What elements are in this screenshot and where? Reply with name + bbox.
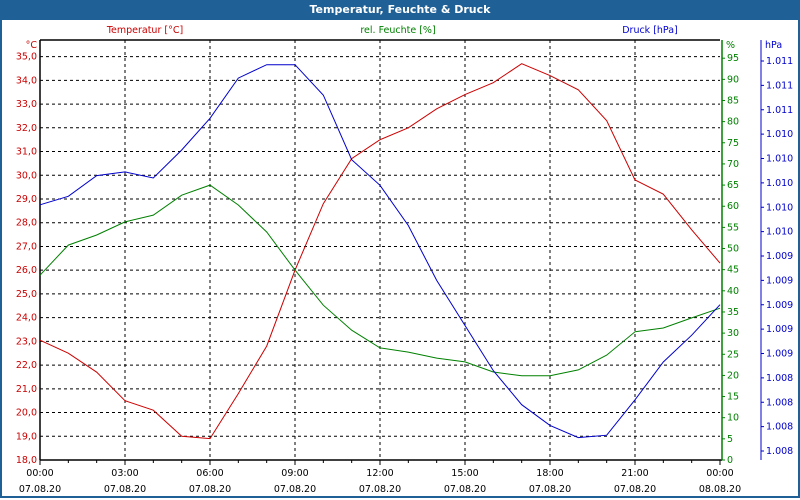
y-tick-label-humidity: 65 [727,180,739,191]
x-tick-date: 07.08.20 [19,484,61,495]
y-tick-label-humidity: 35 [727,307,739,318]
unit-label-humidity: % [726,40,735,51]
y-tick-label-temperature: 21,0 [16,384,37,395]
y-tick-label-temperature: 30,0 [16,170,37,181]
y-tick-label-humidity: 80 [727,117,739,128]
x-tick-date: 07.08.20 [614,484,656,495]
y-tick-label-humidity: 15 [727,392,739,403]
y-tick-label-pressure: 1.010 [766,202,793,213]
y-tick-label-temperature: 31,0 [16,147,37,158]
y-tick-label-pressure: 1.008 [766,446,793,457]
x-tick-date: 07.08.20 [189,484,231,495]
x-tick-time: 21:00 [621,468,648,479]
legend-label: rel. Feuchte [%] [360,25,435,36]
y-tick-label-humidity: 5 [727,434,733,445]
y-tick-label-humidity: 55 [727,222,739,233]
x-tick-time: 12:00 [366,468,393,479]
y-tick-label-pressure: 1.009 [766,324,793,335]
y-tick-label-pressure: 1.009 [766,275,793,286]
y-tick-label-temperature: 18,0 [16,455,37,466]
unit-label-pressure: hPa [765,40,782,51]
y-tick-label-temperature: 33,0 [16,99,37,110]
series-line-pressure [39,64,721,439]
y-tick-label-humidity: 0 [727,455,733,466]
y-tick-label-temperature: 35,0 [16,52,37,63]
y-tick-label-pressure: 1.009 [766,251,793,262]
y-tick-label-temperature: 29,0 [16,194,37,205]
x-tick-time: 09:00 [281,468,308,479]
y-tick-label-pressure: 1.011 [766,105,793,116]
x-tick-date: 08.08.20 [699,484,741,495]
y-tick-label-pressure: 1.008 [766,422,793,433]
y-tick-label-humidity: 25 [727,349,739,360]
y-tick-label-temperature: 32,0 [16,123,37,134]
y-tick-label-temperature: 27,0 [16,241,37,252]
y-tick-label-temperature: 26,0 [16,265,37,276]
y-tick-label-temperature: 24,0 [16,313,37,324]
x-tick-time: 00:00 [706,468,733,479]
y-tick-label-humidity: 30 [727,328,739,339]
y-tick-label-pressure: 1.010 [766,129,793,140]
y-tick-label-humidity: 10 [727,413,739,424]
y-tick-label-temperature: 34,0 [16,75,37,86]
y-tick-label-pressure: 1.010 [766,227,793,238]
x-tick-time: 15:00 [451,468,478,479]
series-line-humidity [39,184,721,377]
y-tick-label-pressure: 1.011 [766,56,793,67]
y-tick-label-humidity: 60 [727,201,739,212]
y-tick-label-pressure: 1.010 [766,178,793,189]
y-tick-label-pressure: 1.008 [766,373,793,384]
y-tick-label-humidity: 75 [727,138,739,149]
y-tick-label-temperature: 25,0 [16,289,37,300]
y-tick-label-pressure: 1.011 [766,80,793,91]
x-tick-date: 07.08.20 [529,484,571,495]
legend-label: Druck [hPa] [622,25,678,36]
x-tick-time: 06:00 [196,468,223,479]
y-tick-label-humidity: 70 [727,159,739,170]
y-tick-label-humidity: 50 [727,244,739,255]
y-tick-label-humidity: 40 [727,286,739,297]
x-tick-time: 03:00 [111,468,138,479]
y-tick-label-temperature: 20,0 [16,408,37,419]
y-tick-label-humidity: 20 [727,370,739,381]
unit-label-temperature: °C [26,40,38,51]
y-tick-label-pressure: 1.010 [766,154,793,165]
y-tick-label-humidity: 85 [727,95,739,106]
x-tick-date: 07.08.20 [104,484,146,495]
window-title: Temperatur, Feuchte & Druck [0,0,800,20]
y-tick-label-temperature: 28,0 [16,218,37,229]
legend-label: Temperatur [°C] [106,25,183,36]
x-tick-time: 18:00 [536,468,563,479]
series-line-temperature [39,63,721,440]
y-tick-label-humidity: 90 [727,74,739,85]
x-tick-date: 07.08.20 [274,484,316,495]
y-tick-label-humidity: 45 [727,265,739,276]
y-tick-label-pressure: 1.009 [766,300,793,311]
x-tick-time: 00:00 [26,468,53,479]
y-tick-label-pressure: 1.009 [766,349,793,360]
x-tick-date: 07.08.20 [359,484,401,495]
y-tick-label-humidity: 95 [727,53,739,64]
y-tick-label-temperature: 22,0 [16,360,37,371]
y-tick-label-temperature: 23,0 [16,336,37,347]
y-tick-label-pressure: 1.008 [766,397,793,408]
y-tick-label-temperature: 19,0 [16,431,37,442]
x-tick-date: 07.08.20 [444,484,486,495]
